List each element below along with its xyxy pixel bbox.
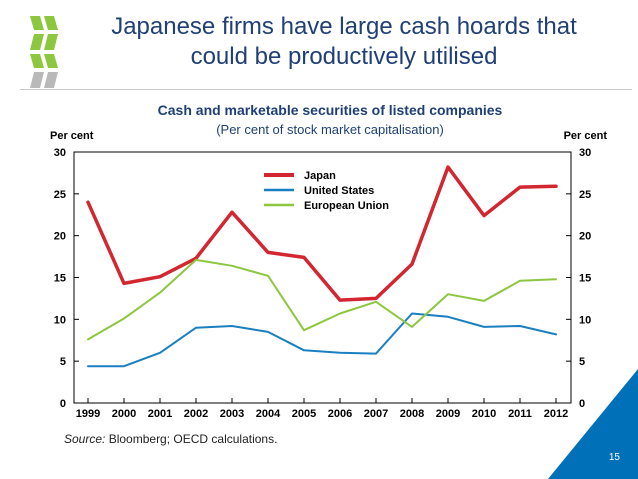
- y-tick-label-right: 5: [579, 356, 585, 368]
- x-tick-label: 2007: [364, 408, 388, 420]
- corner-decoration: [548, 369, 638, 479]
- y-tick-label-right: 20: [579, 231, 591, 243]
- legend-label: Japan: [304, 170, 336, 182]
- y-tick-label-right: 10: [579, 314, 591, 326]
- x-tick-label: 2004: [256, 408, 281, 420]
- page-number: 15: [608, 452, 620, 463]
- y-tick-label-left: 30: [54, 147, 66, 159]
- legend-label: United States: [304, 185, 374, 197]
- source-note: Source: Bloomberg; OECD calculations.: [64, 432, 277, 446]
- x-tick-label: 2001: [148, 408, 172, 420]
- y-tick-label-left: 10: [54, 314, 66, 326]
- x-tick-label: 2006: [328, 408, 352, 420]
- y-tick-label-right: 15: [579, 273, 591, 285]
- y-tick-label-right: 25: [579, 189, 591, 201]
- x-tick-label: 2012: [544, 408, 568, 420]
- x-tick-label: 2009: [436, 408, 460, 420]
- x-tick-label: 2003: [220, 408, 244, 420]
- chart-subtitle: (Per cent of stock market capitalisation…: [216, 122, 444, 137]
- series-line-united-states: [87, 312, 557, 368]
- y-tick-label-left: 20: [54, 231, 66, 243]
- y-tick-label-left: 5: [60, 356, 66, 368]
- slide-title: Japanese firms have large cash hoards th…: [84, 12, 604, 72]
- series-line-japan: [86, 165, 558, 302]
- y-tick-label-left: 0: [60, 398, 66, 410]
- slide-title-line-2: could be productively utilised: [190, 43, 498, 70]
- x-tick-label: 2005: [292, 408, 316, 420]
- x-tick-label: 2010: [472, 408, 496, 420]
- y-tick-label-left: 15: [54, 273, 66, 285]
- slide-title-line-1: Japanese firms have large cash hoards th…: [111, 13, 577, 40]
- oecd-logo-icon: [30, 16, 58, 88]
- x-tick-label: 2000: [112, 408, 136, 420]
- y-axis-unit-right: Per cent: [563, 130, 607, 142]
- series-line-european-union: [87, 258, 557, 341]
- x-tick-label: 2002: [184, 408, 208, 420]
- y-tick-label-right: 30: [579, 147, 591, 159]
- x-tick-label: 1999: [76, 408, 100, 420]
- source-text: Bloomberg; OECD calculations.: [108, 432, 278, 446]
- y-tick-label-right: 0: [579, 398, 585, 410]
- title-divider: [20, 89, 632, 90]
- x-tick-label: 2011: [508, 408, 532, 420]
- chart-title: Cash and marketable securities of listed…: [157, 102, 503, 118]
- source-label: Source:: [64, 432, 106, 446]
- y-axis-unit-left: Per cent: [50, 130, 94, 142]
- x-tick-label: 2008: [400, 408, 424, 420]
- y-tick-label-left: 25: [54, 189, 66, 201]
- legend-label: European Union: [304, 200, 389, 212]
